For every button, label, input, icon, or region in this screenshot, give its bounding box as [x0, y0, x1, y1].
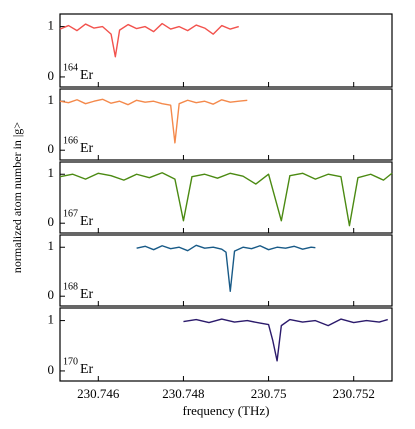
panel-frame: [59, 161, 393, 234]
y-tick-label: 0: [48, 287, 55, 302]
y-tick-label: 0: [48, 362, 55, 377]
data-line: [183, 318, 388, 362]
isotope-element: Er: [80, 141, 94, 156]
isotope-element: Er: [80, 287, 94, 302]
x-tick-label: 230.75: [251, 386, 287, 401]
y-tick-label: 1: [48, 165, 55, 180]
panel-frame: [59, 88, 393, 161]
y-tick-label: 0: [48, 214, 55, 229]
y-tick-label: 1: [48, 18, 55, 33]
isotope-mass: 167: [63, 208, 78, 219]
y-tick-label: 1: [48, 238, 55, 253]
x-tick-label: 230.746: [77, 386, 120, 401]
isotope-element: Er: [80, 362, 94, 377]
isotope-element: Er: [80, 214, 94, 229]
y-axis-label: normalized atom number in |g>: [10, 122, 24, 273]
data-line: [59, 22, 239, 58]
x-tick-label: 230.748: [162, 386, 204, 401]
isotope-mass: 164: [63, 62, 78, 73]
panel-frame: [59, 13, 393, 88]
x-tick-label: 230.752: [333, 386, 375, 401]
panel-frame: [59, 307, 393, 382]
isotope-mass: 168: [63, 281, 78, 292]
isotope-mass: 166: [63, 135, 78, 146]
panel-frame: [59, 234, 393, 307]
x-axis-label: frequency (THz): [183, 403, 270, 418]
y-tick-label: 1: [48, 92, 55, 107]
y-tick-label: 0: [48, 68, 55, 83]
isotope-mass: 170: [63, 356, 78, 367]
data-line: [59, 172, 393, 227]
data-line: [136, 244, 316, 293]
data-line: [59, 98, 248, 144]
y-tick-label: 0: [48, 141, 55, 156]
isotope-element: Er: [80, 68, 94, 83]
y-tick-label: 1: [48, 312, 55, 327]
